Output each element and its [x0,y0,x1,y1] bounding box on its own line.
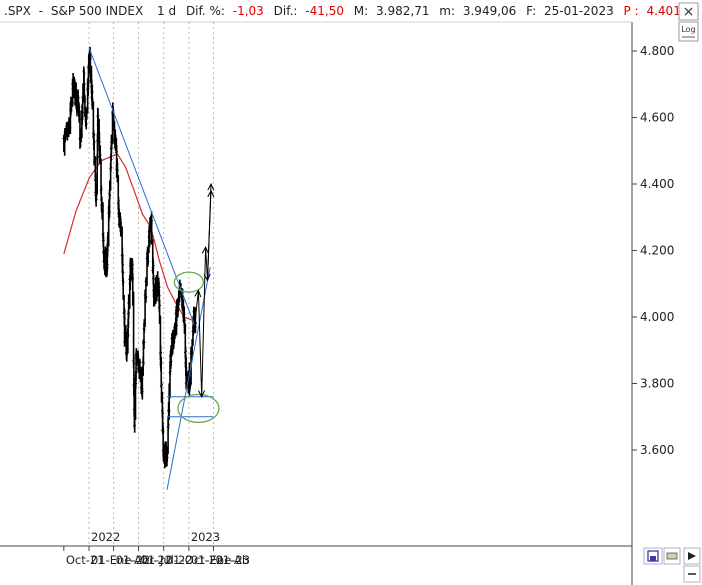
header-symbol: .SPX [4,4,31,18]
projection-path-arrows [193,189,215,398]
y-tick-label: 4.800 [640,44,674,58]
price-bar [82,69,86,87]
y-tick-label: 4.400 [640,177,674,191]
support-resistance-ellipse [173,271,205,293]
projection-arrowhead [194,289,202,298]
year-label: 2022 [91,530,120,544]
header-dif-label: Dif.: [274,4,298,18]
header-dif-pct-value: -1,03 [233,4,264,18]
x-tick-label: 01-Ene-23 [191,553,250,567]
log-scale-toggle[interactable]: Log [678,21,699,42]
projection-arrowhead [207,182,215,191]
projection-arrowhead [198,390,206,398]
moving-average-layer [63,153,196,324]
drawing-overlays-layer [88,47,220,490]
header-date-label: F: [526,4,536,18]
x-tick-label: 01-Jul-22 [141,553,193,567]
x-tick-label: 01-Ab [215,553,249,567]
header-name: S&P 500 INDEX [51,4,143,18]
trendline [166,267,211,490]
header-max-label: M: [354,4,368,18]
header-dif-value: -41,50 [305,4,344,18]
print-button[interactable] [663,547,681,565]
y-tick-label: 4.600 [640,111,674,125]
y-tick-label: 4.200 [640,244,674,258]
year-label: 2023 [191,530,220,544]
x-tick-label: 01-Oct-22 [166,553,224,567]
header-min-value: 3.949,06 [463,4,516,18]
y-axis-ticks: 4.800 4.600 4.400 4.200 4.000 3.800 3.600 [632,44,674,457]
header-max-value: 3.982,71 [376,4,429,18]
zoom-out-button[interactable] [683,565,701,583]
header-date-value: 25-01-2023 [544,4,614,18]
x-tick-label: Oct-21 [66,553,105,567]
trendline [88,47,196,326]
close-icon: × [683,4,695,20]
x-tick-label: 01-Ene-22 [91,553,150,567]
y-tick-label: 4.000 [640,310,674,324]
y-tick-label: 3.800 [640,377,674,391]
moving-average-line [63,153,196,324]
header-min-label: m: [439,4,455,18]
arrow-right-icon [688,552,696,560]
projection-arrowhead [203,273,211,282]
support-resistance-ellipse [177,393,220,424]
header-separator: - [39,4,43,18]
log-toggle-label: Log [681,25,695,34]
header-dif-pct-label: Dif. %: [186,4,225,18]
close-button[interactable]: × [678,2,699,21]
y-tick-label: 3.600 [640,443,674,457]
chart-header: .SPX - S&P 500 INDEX 1 d Dif. %: -1,03 D… [4,4,700,18]
projection-path-alt-arrow [207,182,215,281]
price-bar [99,185,103,201]
printer-icon [666,552,678,560]
x-tick-label: 01-Abr-22 [116,553,172,567]
x-axis-ticks: Oct-2101-Ene-2201-Abr-2201-Jul-2201-Oct-… [63,546,250,567]
projection-arrowhead [201,246,209,254]
save-button[interactable] [643,547,663,565]
year-labels: 2022 2023 [91,530,220,544]
price-bars-layer [62,46,198,469]
header-price-label: P : [624,4,639,18]
header-period: 1 d [157,4,176,18]
scroll-right-button[interactable] [683,547,701,565]
vertical-gridlines [88,22,214,546]
